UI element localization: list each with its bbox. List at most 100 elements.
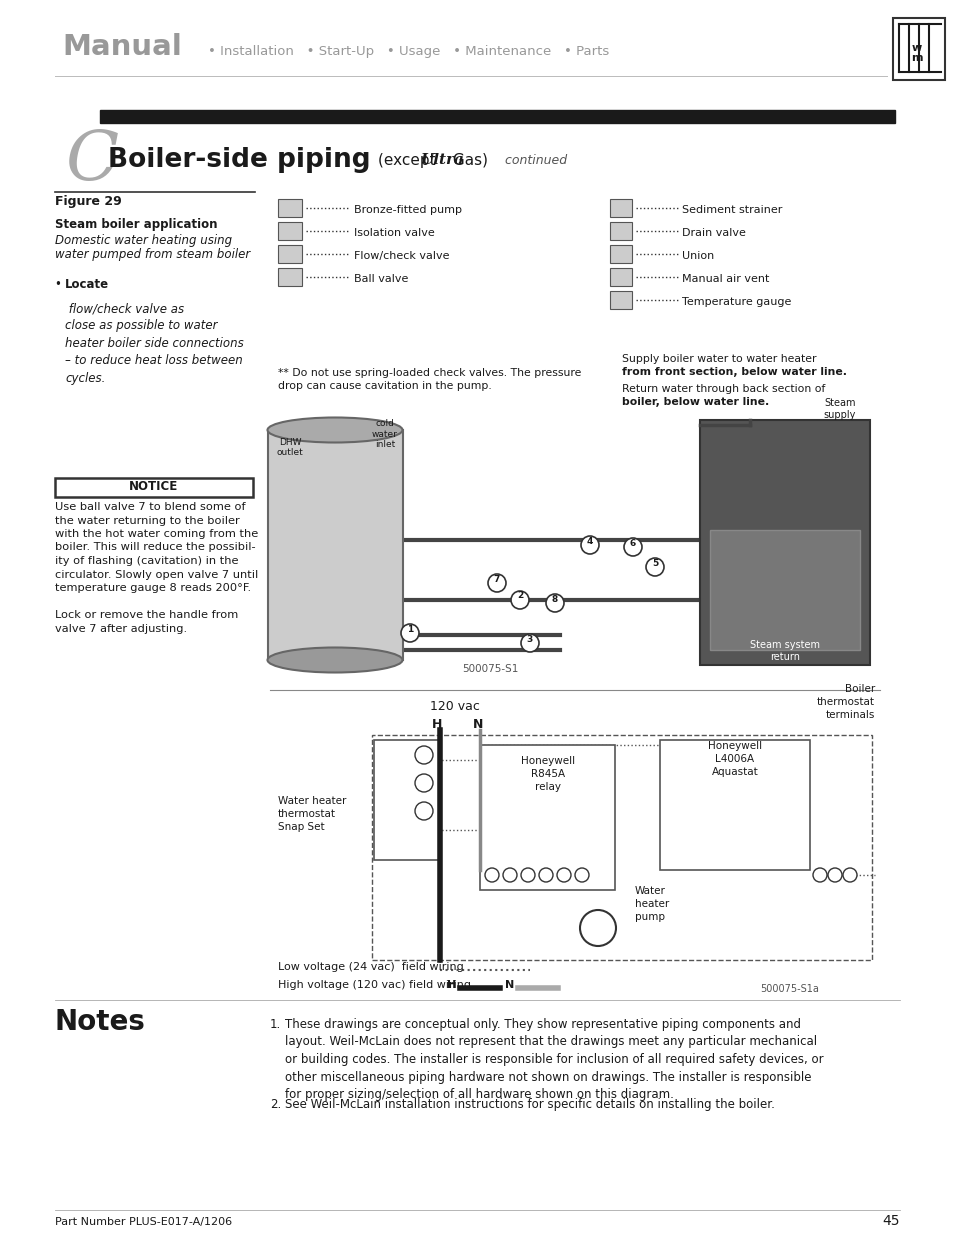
Text: cold
water
inlet: cold water inlet <box>372 419 397 450</box>
Circle shape <box>545 594 563 613</box>
Text: N: N <box>473 718 483 731</box>
Text: continued: continued <box>497 153 566 167</box>
Text: Honeywell
R845A
relay: Honeywell R845A relay <box>520 756 575 792</box>
Text: High voltage (120 vac) field wiring: High voltage (120 vac) field wiring <box>277 981 471 990</box>
Text: 1.: 1. <box>270 1018 281 1031</box>
Text: temperature gauge 8 reads 200°F.: temperature gauge 8 reads 200°F. <box>55 583 251 593</box>
Text: • Installation   • Start-Up   • Usage   • Maintenance   • Parts: • Installation • Start-Up • Usage • Main… <box>208 44 609 58</box>
Bar <box>277 268 302 287</box>
Text: Manual air vent: Manual air vent <box>681 274 768 284</box>
Text: Honeywell
L4006A
Aquastat: Honeywell L4006A Aquastat <box>707 741 761 777</box>
Bar <box>277 222 302 240</box>
Text: Ultra: Ultra <box>420 153 464 167</box>
Text: Figure 29: Figure 29 <box>55 195 122 207</box>
Bar <box>892 19 944 80</box>
Text: 500075-S1: 500075-S1 <box>461 664 517 674</box>
Text: 7: 7 <box>494 574 499 583</box>
Bar <box>609 268 631 287</box>
Text: 8: 8 <box>551 594 558 604</box>
Text: circulator. Slowly open valve 7 until: circulator. Slowly open valve 7 until <box>55 569 258 579</box>
Text: 4: 4 <box>586 536 593 546</box>
Circle shape <box>842 868 856 882</box>
Text: H: H <box>432 718 442 731</box>
Text: from front section, below water line.: from front section, below water line. <box>621 367 846 377</box>
Text: Water
heater
pump: Water heater pump <box>635 885 669 923</box>
Text: Ball valve: Ball valve <box>354 274 408 284</box>
Text: Supply boiler water to water heater: Supply boiler water to water heater <box>621 354 816 364</box>
Text: Steam system
return: Steam system return <box>749 640 820 662</box>
Circle shape <box>488 574 505 592</box>
Text: (except: (except <box>377 152 440 168</box>
Text: 120 vac: 120 vac <box>430 700 479 713</box>
Circle shape <box>415 774 433 792</box>
Text: Boiler-side piping: Boiler-side piping <box>108 147 370 173</box>
Text: H: H <box>447 981 456 990</box>
Circle shape <box>575 868 588 882</box>
Text: Return water through back section of: Return water through back section of <box>621 384 824 394</box>
Text: 3: 3 <box>526 635 533 643</box>
Bar <box>277 245 302 263</box>
Text: flow/check valve as
close as possible to water
heater boiler side connections
– : flow/check valve as close as possible to… <box>65 303 244 385</box>
Circle shape <box>579 910 616 946</box>
Text: Isolation valve: Isolation valve <box>354 228 435 238</box>
Text: Domestic water heating using: Domestic water heating using <box>55 233 232 247</box>
Text: Low voltage (24 vac)  field wiring: Low voltage (24 vac) field wiring <box>277 962 463 972</box>
Bar <box>609 222 631 240</box>
Circle shape <box>400 624 418 642</box>
Bar <box>700 420 869 664</box>
Text: Flow/check valve: Flow/check valve <box>354 251 449 261</box>
Text: DHW
outlet: DHW outlet <box>276 437 303 457</box>
Text: boiler. This will reduce the possibil-: boiler. This will reduce the possibil- <box>55 542 255 552</box>
Text: ity of flashing (cavitation) in the: ity of flashing (cavitation) in the <box>55 556 238 566</box>
Text: NOTICE: NOTICE <box>130 480 178 493</box>
Bar <box>55 478 253 496</box>
Bar <box>659 740 809 869</box>
Bar <box>374 740 438 860</box>
Bar <box>609 291 631 309</box>
Circle shape <box>484 868 498 882</box>
Circle shape <box>520 868 535 882</box>
Circle shape <box>557 868 571 882</box>
Bar <box>609 199 631 217</box>
Bar <box>277 199 302 217</box>
Text: water pumped from steam boiler: water pumped from steam boiler <box>55 248 250 261</box>
Text: Locate: Locate <box>65 278 109 291</box>
Bar <box>100 110 894 124</box>
Text: Temperature gauge: Temperature gauge <box>681 296 791 308</box>
Circle shape <box>623 538 641 556</box>
Bar <box>479 745 615 890</box>
Text: See Weil-McLain installation instructions for specific details on installing the: See Weil-McLain installation instruction… <box>285 1098 774 1112</box>
Text: N: N <box>504 981 514 990</box>
Circle shape <box>827 868 841 882</box>
Ellipse shape <box>267 417 402 442</box>
Circle shape <box>502 868 517 882</box>
Text: Drain valve: Drain valve <box>681 228 745 238</box>
Text: Gas): Gas) <box>448 152 488 168</box>
Text: C: C <box>65 128 118 195</box>
Text: the water returning to the boiler: the water returning to the boiler <box>55 515 239 526</box>
Circle shape <box>415 746 433 764</box>
Circle shape <box>812 868 826 882</box>
Circle shape <box>520 634 538 652</box>
Text: 2.: 2. <box>270 1098 281 1112</box>
Ellipse shape <box>267 647 402 673</box>
Text: 1: 1 <box>406 625 413 634</box>
Text: Steam
supply: Steam supply <box>823 398 855 420</box>
Text: •: • <box>55 278 66 291</box>
Text: Boiler
thermostat
terminals: Boiler thermostat terminals <box>816 684 874 720</box>
Circle shape <box>580 536 598 555</box>
Text: 6: 6 <box>629 538 636 547</box>
Text: w: w <box>911 43 922 53</box>
Text: ** Do not use spring-loaded check valves. The pressure
drop can cause cavitation: ** Do not use spring-loaded check valves… <box>277 368 580 391</box>
Text: 2: 2 <box>517 592 522 600</box>
Text: m: m <box>910 53 922 63</box>
Bar <box>709 530 859 650</box>
Text: Bronze-fitted pump: Bronze-fitted pump <box>354 205 461 215</box>
Text: 500075-S1a: 500075-S1a <box>760 984 818 994</box>
Circle shape <box>538 868 553 882</box>
Text: 5: 5 <box>651 558 658 568</box>
Text: Part Number PLUS-E017-A/1206: Part Number PLUS-E017-A/1206 <box>55 1216 232 1228</box>
Text: Lock or remove the handle from: Lock or remove the handle from <box>55 610 238 620</box>
Bar <box>268 430 402 659</box>
Bar <box>609 245 631 263</box>
